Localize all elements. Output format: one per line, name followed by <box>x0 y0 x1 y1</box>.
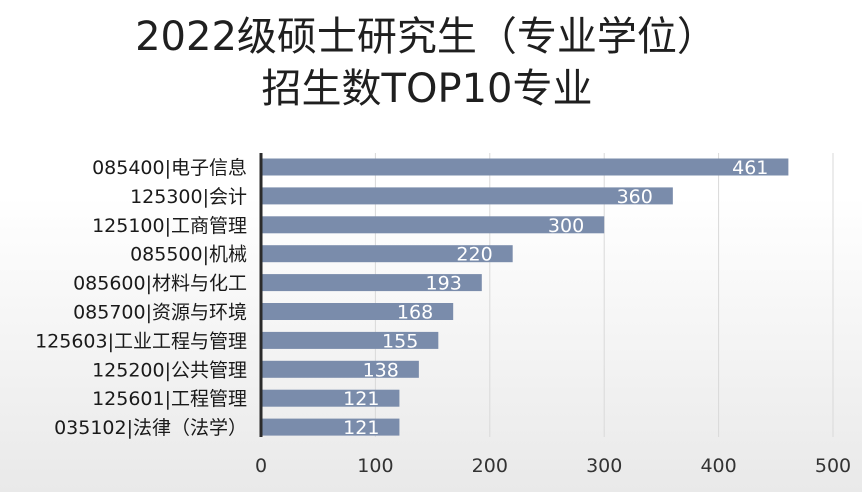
bar-4 <box>261 274 482 292</box>
x-tick-label-100: 100 <box>357 455 393 477</box>
data-label-5: 168 <box>397 302 433 324</box>
x-tick-label-400: 400 <box>700 455 736 477</box>
x-tick-label-0: 0 <box>255 455 267 477</box>
bar-1 <box>261 187 673 205</box>
bar-9 <box>261 418 400 436</box>
data-labels: 461 360 300 220 193 168 155 138 121 121 <box>343 157 768 439</box>
category-label-1: 125300|会计 <box>130 186 247 208</box>
x-tick-label-500: 500 <box>815 455 851 477</box>
data-label-7: 138 <box>363 359 399 381</box>
bar-7 <box>261 360 419 378</box>
x-tick-labels: 0 100 200 300 400 500 <box>255 455 851 477</box>
data-label-6: 155 <box>382 330 418 352</box>
data-label-8: 121 <box>343 388 379 410</box>
data-label-0: 461 <box>732 157 768 179</box>
x-tick-label-200: 200 <box>472 455 508 477</box>
bar-2 <box>261 216 605 234</box>
bar-3 <box>261 245 513 263</box>
category-label-5: 085700|资源与环境 <box>73 302 247 324</box>
category-labels: 085400|电子信息 125300|会计 125100|工商管理 085500|机械… <box>35 157 247 439</box>
bar-0 <box>261 158 789 176</box>
data-label-2: 300 <box>548 215 584 237</box>
category-label-3: 085500|机械 <box>130 244 247 266</box>
category-label-4: 085600|材料与化工 <box>73 273 247 295</box>
category-label-7: 125200|公共管理 <box>92 359 247 381</box>
data-label-9: 121 <box>343 417 379 439</box>
bar-6 <box>261 331 439 349</box>
category-label-8: 125601|工程管理 <box>92 388 247 410</box>
chart-title-line-2: 招生数TOP10专业 <box>261 66 593 112</box>
category-label-2: 125100|工商管理 <box>92 215 247 237</box>
bars <box>261 158 789 436</box>
data-label-4: 193 <box>426 273 462 295</box>
chart-title-line-1: 2022级硕士研究生（专业学位） <box>135 14 717 60</box>
category-label-6: 125603|工业工程与管理 <box>35 330 247 352</box>
data-label-3: 220 <box>456 244 492 266</box>
category-label-0: 085400|电子信息 <box>92 157 247 179</box>
bar-8 <box>261 389 400 407</box>
x-tick-label-300: 300 <box>586 455 622 477</box>
bar-5 <box>261 303 454 320</box>
category-label-9: 035102|法律（法学） <box>54 417 247 439</box>
data-label-1: 360 <box>617 186 653 208</box>
